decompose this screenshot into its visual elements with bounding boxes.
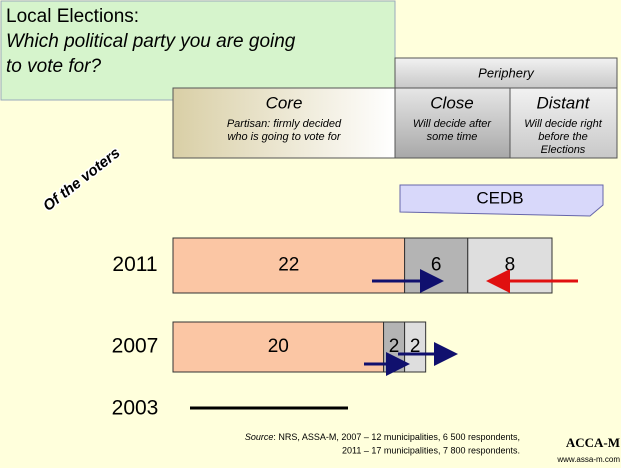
bar-segment: [172, 321, 385, 373]
column-subtitle: before the: [538, 131, 588, 143]
source: Source: NRS, ASSA-M, 2007 – 12 municipal…: [245, 432, 520, 442]
column-header: Core: [266, 93, 303, 112]
group-header: Periphery: [478, 65, 535, 80]
column-subtitle: some time: [427, 131, 478, 143]
cedb-shape: [399, 184, 604, 217]
website: www.assa-m.com: [556, 455, 620, 464]
column-header: Close: [430, 93, 473, 112]
value-label: 8: [505, 255, 516, 276]
source-label: Source: [245, 432, 274, 442]
column-subtitle: Partisan: firmly decided: [227, 118, 342, 130]
distant-box: [509, 87, 618, 159]
column-subtitle: Elections: [541, 144, 586, 156]
source-line: : NRS, ASSA-M, 2007 – 12 municipalities,…: [273, 432, 520, 442]
bar-segment: [172, 237, 406, 294]
column-subtitle: Will decide after: [413, 118, 492, 130]
title-line: Which political party you are going: [6, 31, 296, 52]
year-label: 2011: [112, 253, 157, 276]
title-box: [0, 0, 396, 101]
value-label: 2: [410, 336, 421, 357]
value-label: 20: [268, 336, 289, 357]
column-header: Distant: [537, 93, 591, 112]
year-label: 2003: [112, 397, 159, 420]
core-box: [172, 87, 396, 159]
title-line: Local Elections:: [6, 6, 139, 27]
arrows: [364, 269, 578, 376]
value-label: 6: [431, 255, 442, 276]
periphery-box: [394, 57, 618, 89]
column-subtitle: who is going to vote for: [227, 131, 341, 143]
value-label: 2: [389, 336, 400, 357]
cedb-label: CEDB: [476, 188, 523, 207]
brand: ACCA-M: [566, 435, 620, 450]
column-subtitle: Will decide right: [524, 118, 602, 130]
source-line: 2011 – 17 municipalities, 7 800 responde…: [342, 445, 520, 455]
close-box: [394, 87, 511, 159]
year-label: 2007: [112, 335, 159, 358]
title-line: to vote for?: [6, 56, 101, 77]
value-label: 22: [278, 255, 299, 276]
